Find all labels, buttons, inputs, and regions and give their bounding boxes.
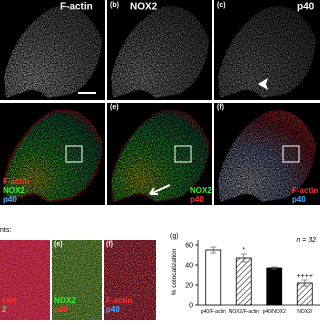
chart-title: (g) — [170, 233, 179, 240]
legend-text: F-actin — [106, 296, 132, 305]
y-tick-label: 60 — [185, 243, 193, 250]
error-bar — [240, 253, 247, 263]
panel-b: (b) NOX2 — [107, 0, 212, 100]
panel-label: F-actin — [60, 1, 93, 12]
y-tick-label: 40 — [185, 263, 193, 270]
legend-text: p40 — [292, 195, 306, 204]
bar — [266, 267, 283, 306]
crop-texture — [52, 240, 102, 320]
zoom-box — [174, 145, 192, 163]
crop-texture — [104, 240, 156, 320]
crop-texture — [0, 240, 50, 320]
caption: nts: — [0, 227, 11, 234]
panel-f: (f) F-actin p40 — [214, 103, 320, 205]
error-bar — [301, 279, 308, 287]
zoom-box — [65, 145, 83, 163]
legend-text: p40 — [54, 305, 68, 314]
x-tick-label: NOX2/ — [297, 309, 313, 315]
bar — [235, 257, 252, 306]
legend-text: p40 — [3, 195, 17, 204]
legend-text: 2 — [2, 305, 7, 314]
x-tick-label: p40/F-actin — [201, 309, 226, 315]
y-axis-label: % colocalization — [171, 248, 178, 295]
legend-text: NOX2 — [190, 186, 212, 195]
legend-text: p40 — [190, 195, 204, 204]
arrowhead — [258, 78, 268, 90]
panel-label: NOX2 — [130, 1, 158, 12]
error-bar — [271, 266, 278, 270]
legend-text: NOX2 — [54, 296, 76, 305]
legend-text: F-actin — [3, 177, 29, 186]
panel-a: F-actin — [0, 0, 105, 100]
legend-text: ctin — [2, 296, 16, 305]
panel-letter: (e) — [110, 104, 119, 111]
panel-c: (c) p40 — [214, 0, 320, 100]
legend-text: F-actin — [292, 186, 318, 195]
panel-d: F-actin NOX2 p40 — [0, 103, 105, 205]
y-tick-label: 20 — [185, 283, 193, 290]
legend-text: p40 — [106, 305, 120, 314]
annotation: * — [242, 247, 245, 254]
zoom-box — [282, 145, 300, 163]
panel-letter: (e) — [54, 241, 63, 248]
panel-letter: (c) — [217, 2, 226, 9]
error-bar — [210, 246, 217, 254]
y-tick-label: 0 — [189, 303, 193, 310]
x-tick-label: p40/NOX2 — [263, 309, 287, 315]
panel-label: p40 — [297, 1, 315, 12]
bar — [205, 249, 222, 306]
panel-letter: (f) — [106, 241, 113, 248]
zoom-crops: nts: ctin 2 (e) NOX2 p40 (f) F-actin p40 — [0, 227, 156, 320]
legend-text: NOX2 — [3, 186, 25, 195]
panel-e: (e) NOX2 p40 — [107, 103, 212, 205]
annotation: ++++ — [297, 273, 313, 280]
annotation: n = 32 — [296, 237, 316, 244]
x-tick-label: NOX2/F-actin — [229, 309, 260, 315]
panel-letter: (f) — [217, 104, 224, 111]
arrow — [149, 184, 171, 195]
panel-letter: (b) — [110, 2, 119, 9]
